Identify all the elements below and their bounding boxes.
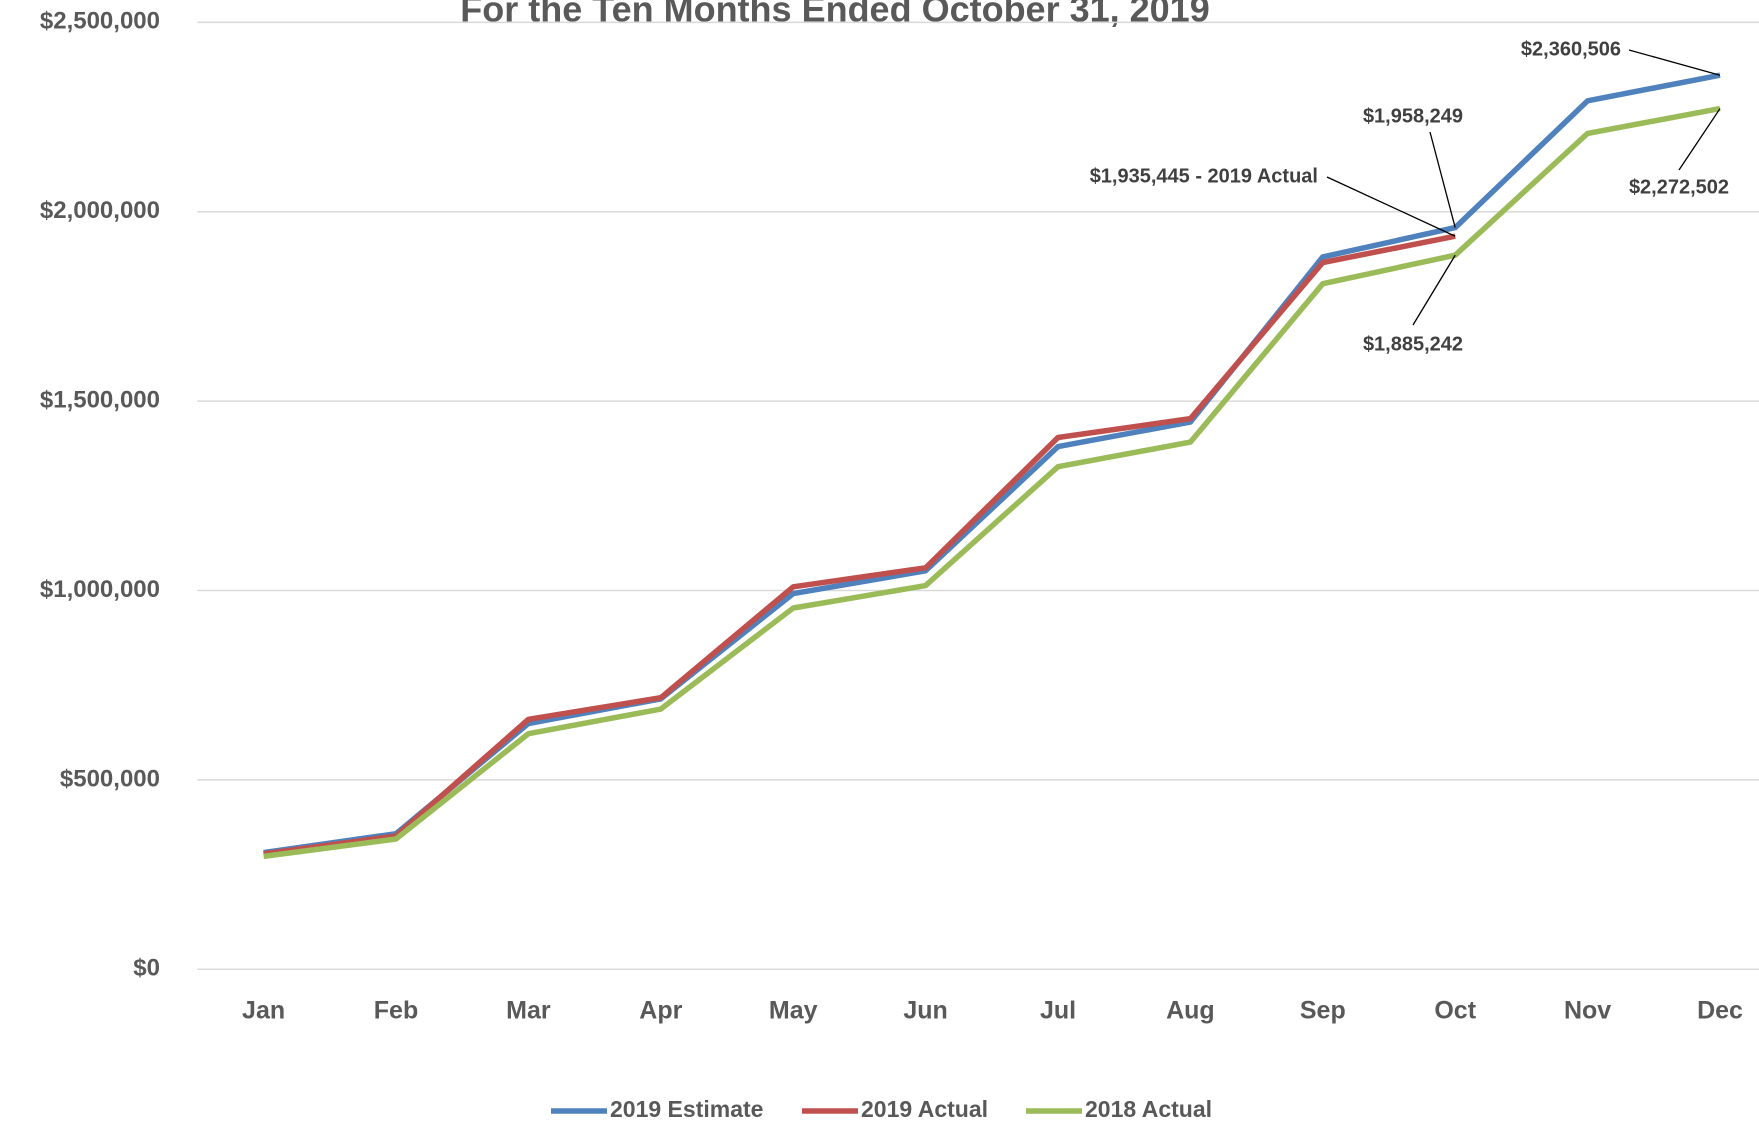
- annotation: $2,272,502: [1629, 176, 1729, 198]
- x-tick-label: Jun: [903, 997, 947, 1025]
- legend-label: 2018 Actual: [1085, 1096, 1212, 1122]
- x-tick-label: Mar: [506, 997, 551, 1025]
- legend-label: 2019 Estimate: [610, 1096, 763, 1122]
- leader-line: [1628, 49, 1721, 76]
- y-tick-label: $1,500,000: [40, 387, 160, 414]
- annotation: $1,958,249: [1363, 105, 1463, 127]
- series-line: [263, 72, 1721, 856]
- y-tick-label: $0: [133, 955, 160, 982]
- y-tick-label: $500,000: [60, 765, 160, 792]
- annotation: $1,935,445 - 2019 Actual: [1090, 165, 1318, 187]
- leader-line: [1412, 254, 1456, 326]
- series-line: [263, 105, 1721, 860]
- leader-line: [1678, 108, 1721, 171]
- x-tick-label: May: [769, 997, 818, 1025]
- x-tick-label: Feb: [374, 997, 418, 1025]
- leader-line: [1326, 176, 1456, 237]
- x-tick-label: Nov: [1564, 997, 1611, 1025]
- x-tick-label: Jan: [242, 997, 285, 1025]
- chart-title: For the Ten Months Ended October 31, 201…: [460, 0, 1209, 30]
- y-tick-label: $1,000,000: [40, 576, 160, 603]
- x-tick-label: Jul: [1040, 997, 1076, 1025]
- leader-line: [1429, 131, 1456, 228]
- legend-label: 2019 Actual: [861, 1096, 988, 1122]
- x-tick-label: Dec: [1697, 997, 1743, 1025]
- x-tick-label: Oct: [1434, 997, 1476, 1025]
- annotation: $1,885,242: [1363, 333, 1463, 355]
- y-tick-label: $2,500,000: [40, 8, 160, 35]
- annotation: $2,360,506: [1521, 38, 1621, 60]
- y-tick-label: $2,000,000: [40, 197, 160, 224]
- series-line: [263, 233, 1456, 857]
- x-tick-label: Aug: [1166, 997, 1215, 1025]
- x-tick-label: Sep: [1300, 997, 1346, 1025]
- x-tick-label: Apr: [639, 997, 682, 1025]
